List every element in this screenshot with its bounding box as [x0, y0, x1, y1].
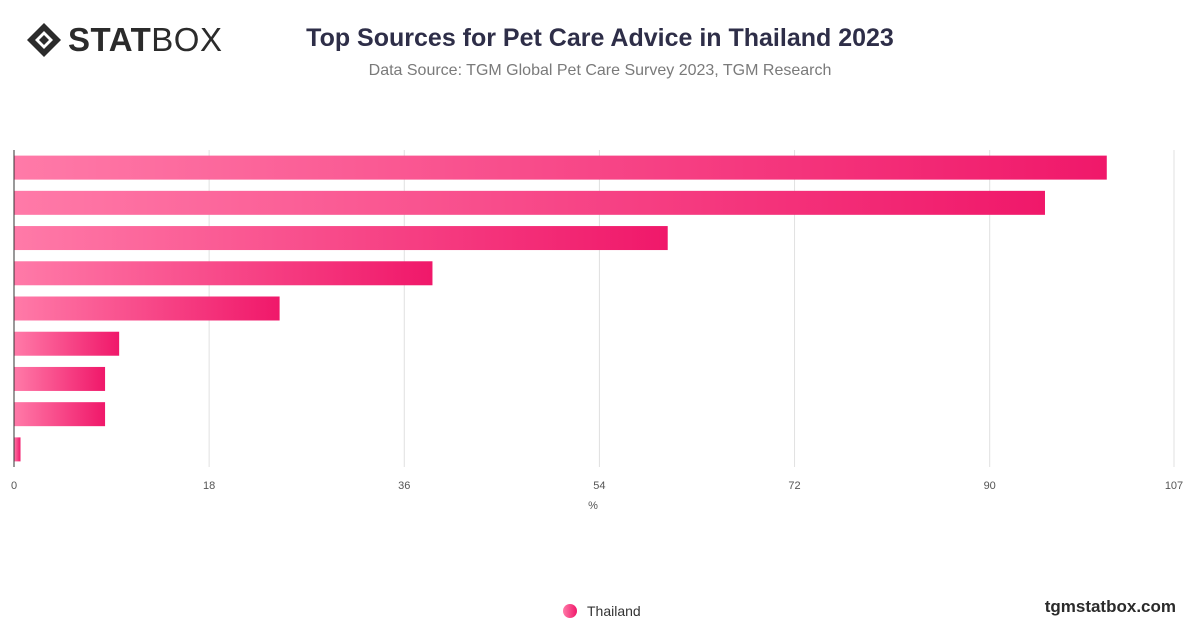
legend-label-thailand: Thailand: [587, 603, 641, 619]
x-tick-label: 72: [788, 480, 800, 492]
bar[interactable]: [14, 402, 106, 427]
bar[interactable]: [14, 331, 120, 356]
x-tick-label: 18: [203, 480, 215, 492]
x-tick-label: 107: [1165, 480, 1183, 492]
bar[interactable]: [14, 296, 280, 321]
x-tick-label: 54: [593, 480, 605, 492]
x-tick-label: 90: [984, 480, 996, 492]
x-tick-label: 0: [11, 480, 17, 492]
bar[interactable]: [14, 437, 21, 462]
bar[interactable]: [14, 226, 668, 251]
bar[interactable]: [14, 261, 433, 286]
statbox-diamond-icon: [27, 23, 61, 57]
statbox-logo: STATBOX: [26, 22, 222, 58]
website-footer: tgmstatbox.com: [1044, 597, 1176, 616]
x-axis-label: %: [588, 500, 598, 512]
bar[interactable]: [14, 155, 1107, 180]
chart-title: Top Sources for Pet Care Advice in Thail…: [306, 24, 894, 52]
legend[interactable]: Thailand: [563, 602, 641, 620]
chart-subtitle: Data Source: TGM Global Pet Care Survey …: [368, 62, 832, 79]
x-tick-label: 36: [398, 480, 410, 492]
bar[interactable]: [14, 366, 106, 391]
bar[interactable]: [14, 190, 1045, 215]
legend-marker-thailand: [563, 604, 577, 618]
logo-text-bold: STAT: [68, 21, 152, 58]
logo-text-light: BOX: [151, 21, 223, 58]
